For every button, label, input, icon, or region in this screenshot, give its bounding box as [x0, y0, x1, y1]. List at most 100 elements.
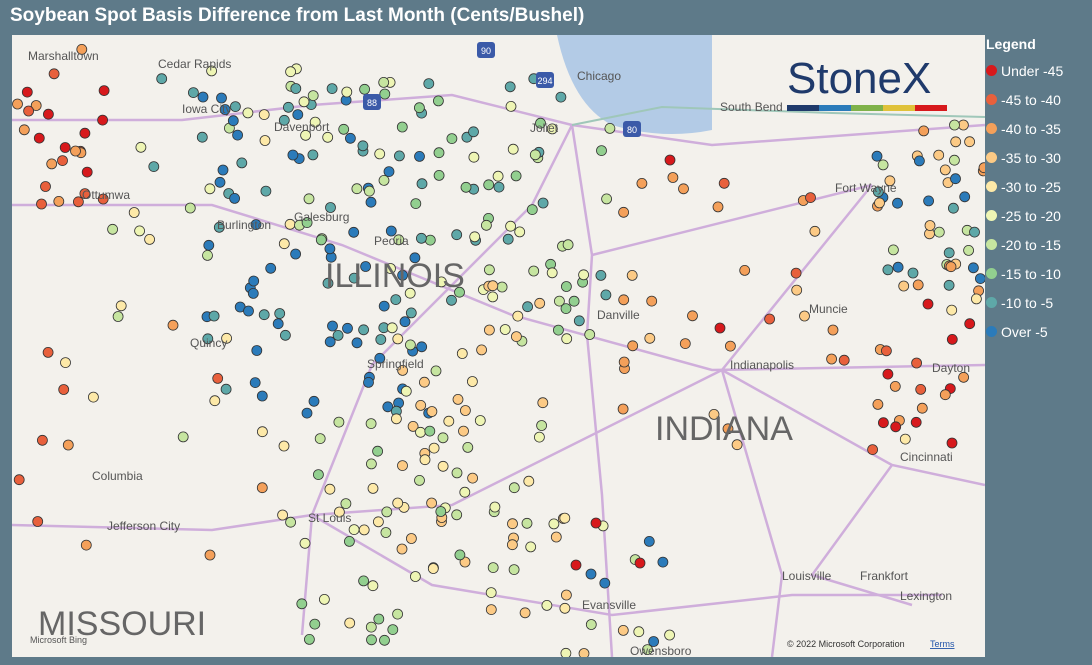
map-point	[167, 319, 179, 331]
map-point	[32, 516, 44, 527]
map-point	[314, 433, 326, 445]
map-point	[378, 174, 390, 186]
map-point	[282, 101, 294, 113]
map-point	[618, 206, 629, 218]
lake	[557, 35, 712, 134]
map-point	[559, 602, 571, 614]
map-point	[636, 177, 648, 189]
map-point	[278, 238, 290, 250]
map-point	[256, 482, 268, 494]
city-label: Frankfort	[860, 569, 909, 583]
legend-item[interactable]: -30 to -25	[986, 172, 1063, 201]
legend-item[interactable]: -10 to -5	[986, 288, 1063, 317]
map-point	[483, 324, 495, 336]
map-point	[648, 636, 659, 647]
map-point	[229, 192, 241, 204]
map-point	[135, 141, 147, 153]
legend-item[interactable]: -45 to -40	[986, 85, 1063, 114]
map-point	[342, 322, 353, 334]
map-point	[426, 497, 438, 509]
map-point	[483, 264, 495, 276]
map-point	[975, 273, 985, 284]
map-point	[341, 86, 353, 98]
map-point	[918, 125, 930, 137]
map-point	[348, 272, 360, 284]
legend-item[interactable]: -40 to -35	[986, 114, 1063, 143]
map-point	[358, 324, 370, 336]
map-point	[372, 516, 384, 528]
map-point	[452, 393, 464, 405]
map-point	[372, 445, 384, 457]
logo-bar	[787, 105, 819, 111]
map-point	[383, 166, 395, 178]
legend-item[interactable]: -35 to -30	[986, 143, 1063, 172]
map-point	[485, 604, 497, 615]
map-point	[959, 191, 971, 203]
map-point	[526, 204, 538, 216]
map-point	[397, 460, 408, 472]
map-point	[428, 442, 440, 454]
map-point	[256, 390, 268, 402]
legend-label: Over -5	[1001, 323, 1048, 340]
map-point	[476, 344, 488, 356]
map-point	[714, 322, 726, 334]
map-point	[385, 263, 396, 274]
map-point	[134, 225, 145, 237]
map-point	[446, 294, 457, 306]
map-point	[277, 509, 289, 521]
map-point	[216, 92, 227, 104]
map-point	[626, 269, 638, 281]
map-point	[764, 313, 775, 325]
legend-item[interactable]: -20 to -15	[986, 230, 1063, 259]
map-point	[363, 185, 375, 197]
map-point	[397, 364, 409, 376]
map-point	[573, 315, 585, 327]
city-label: Muncie	[809, 302, 848, 316]
city-label: Evansville	[582, 598, 636, 612]
legend-item[interactable]: -15 to -10	[986, 259, 1063, 288]
map-point	[437, 432, 449, 444]
map-point	[128, 207, 140, 218]
city-label: Peoria	[374, 234, 409, 248]
map-point	[303, 193, 315, 205]
legend-swatch	[986, 123, 997, 134]
map-point	[437, 460, 449, 472]
map-point	[889, 380, 901, 392]
city-label: Galesburg	[294, 210, 349, 224]
map-point	[916, 402, 928, 414]
map-point	[454, 549, 466, 561]
map-point	[838, 354, 850, 366]
map-point	[307, 90, 319, 101]
city-label: Marshalltown	[28, 49, 99, 63]
map-point	[510, 331, 522, 343]
map-point	[933, 226, 945, 238]
map-point	[555, 91, 567, 103]
legend-item[interactable]: -25 to -20	[986, 201, 1063, 230]
map-point	[507, 143, 519, 155]
copyright: © 2022 Microsoft Corporation	[787, 639, 905, 649]
map-point	[519, 607, 531, 619]
legend-item[interactable]: Under -45	[986, 56, 1063, 85]
map-point	[946, 304, 958, 316]
map-point	[426, 406, 438, 417]
map-point	[327, 320, 338, 332]
city-label: Cincinnati	[900, 450, 953, 464]
shield-label: 294	[537, 76, 552, 86]
legend-item[interactable]: Over -5	[986, 317, 1063, 346]
map-point	[98, 85, 110, 96]
city-label: Columbia	[92, 469, 143, 483]
map-point	[204, 549, 216, 561]
shield	[477, 42, 495, 58]
map-point	[809, 225, 821, 237]
map-point	[285, 516, 297, 528]
map-point	[890, 421, 902, 433]
map-point	[590, 517, 602, 529]
map-point	[365, 196, 377, 208]
city-label: Chicago	[577, 69, 621, 83]
city-label: Cedar Rapids	[158, 57, 231, 71]
map-point	[424, 234, 436, 246]
map-point	[359, 83, 371, 95]
map-point	[243, 305, 254, 317]
map-point	[560, 303, 572, 315]
map-point	[97, 193, 109, 205]
